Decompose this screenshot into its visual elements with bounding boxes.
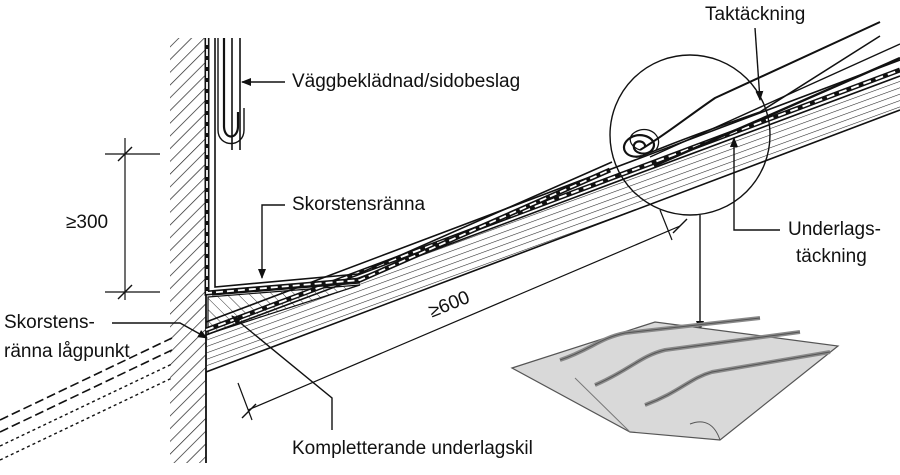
chimney-gutter-sheet	[204, 38, 613, 296]
roof-lower-left	[0, 337, 173, 461]
leader-lagpunkt	[112, 322, 208, 339]
leader-skorstensranna	[258, 204, 285, 279]
detail-circle	[609, 54, 771, 331]
wall-cladding	[217, 38, 245, 150]
label-dim-300: ≥300	[66, 212, 109, 233]
label-taktackning: Taktäckning	[705, 4, 806, 25]
leaders	[112, 27, 780, 430]
leader-underlagstackning	[730, 137, 780, 231]
label-vaggbekladnad: Väggbeklädnad/sidobeslag	[292, 71, 521, 92]
dimension-300	[105, 138, 160, 300]
leader-taktackning	[754, 27, 764, 101]
chimney-wall	[170, 38, 207, 463]
detail-sheet	[510, 316, 840, 441]
dimension-600	[237, 209, 688, 421]
label-lagpunkt-line1: Skorstens-	[4, 312, 95, 333]
underlay-wedge	[207, 284, 361, 335]
label-underlags-line1: Underlags-	[788, 219, 881, 240]
label-kompletterande: Kompletterande underlagskil	[292, 438, 533, 459]
label-lagpunkt-line2: ränna lågpunkt	[4, 341, 130, 362]
label-skorstensranna: Skorstensränna	[292, 194, 426, 215]
leader-kompletterande	[231, 315, 333, 430]
roof-covering	[622, 21, 900, 168]
label-underlags-line2: täckning	[796, 246, 867, 267]
